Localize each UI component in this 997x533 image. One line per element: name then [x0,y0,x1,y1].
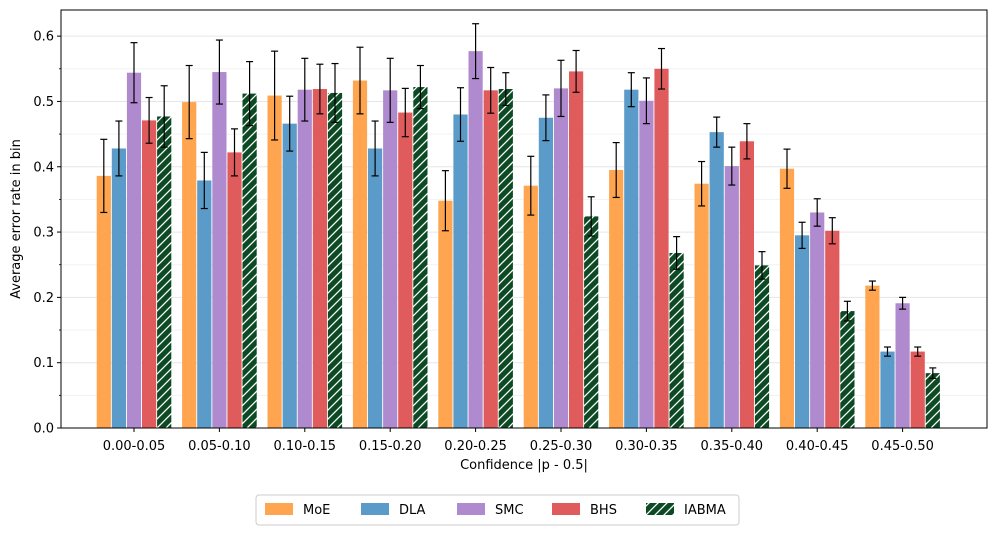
x-tick-label: 0.00-0.05 [103,439,166,454]
y-tick-label: 0.2 [33,291,54,306]
x-axis-label: Confidence |p - 0.5| [460,458,588,473]
y-tick-label: 0.1 [33,356,54,371]
bar-bhs [483,90,498,428]
legend-swatch-dla [361,503,389,515]
y-tick-label: 0.0 [33,422,54,437]
bar-bhs [739,141,754,428]
bar-dla [197,180,212,428]
bar-smc [639,100,654,429]
bar-moe [352,80,368,428]
y-tick-label: 0.4 [33,160,54,175]
bar-moe [267,95,282,428]
bar-iabma [242,93,257,428]
bar-moe [694,183,709,428]
bar-moe [96,175,111,428]
bars [96,51,940,429]
bar-bhs [312,89,327,428]
legend-swatch-bhs [552,503,580,515]
bar-bhs [654,68,669,428]
bar-dla [795,235,810,428]
bar-bhs [227,152,242,428]
bar-dla [453,114,468,428]
legend-frame [255,494,740,526]
bar-smc [212,72,227,428]
bar-moe [779,168,795,428]
x-axis: 0.00-0.05 0.05-0.10 0.10-0.15 0.15-0.20 0.20… [103,428,934,454]
error-bars [100,23,937,379]
y-tick-label: 0.6 [33,30,54,45]
bar-moe [609,170,624,428]
legend-label-iabma: IABMA [684,503,726,518]
legend-label-smc: SMC [495,503,524,518]
legend-swatch-iabma [646,503,674,515]
bar-dla [111,148,126,428]
bar-dla [709,132,724,428]
bar-smc [383,90,398,428]
legend-label-dla: DLA [399,503,426,518]
x-tick-label: 0.05-0.10 [188,439,251,454]
bar-smc [553,88,569,428]
bar-bhs [142,120,157,429]
bar-dla [282,123,297,429]
legend-swatch-smc [457,503,485,515]
bar-moe [438,200,453,428]
x-tick-label: 0.20-0.25 [444,439,507,454]
bar-bhs [910,351,925,428]
y-tick-label: 0.5 [33,95,54,110]
y-tick-label: 0.3 [33,226,54,241]
bar-smc [126,72,142,428]
bar-iabma [584,216,599,428]
bar-iabma [327,92,343,429]
legend-label-moe: MoE [303,503,330,518]
bar-moe [865,285,880,428]
bar-iabma [157,116,172,428]
x-tick-label: 0.10-0.15 [274,439,337,454]
bar-bhs [398,112,413,429]
bar-bhs [825,230,840,428]
bar-iabma [413,87,428,428]
bar-moe [182,102,197,428]
bar-dla [880,351,895,428]
bar-iabma [498,89,513,428]
bar-dla [368,148,383,428]
x-tick-label: 0.15-0.20 [359,439,422,454]
bar-dla [538,117,553,428]
bar-smc [810,212,825,428]
bar-bhs [569,71,584,429]
bar-smc [895,303,910,428]
bar-dla [624,89,639,429]
x-tick-label: 0.40-0.45 [786,439,849,454]
bar-smc [297,89,312,429]
bar-iabma [925,373,940,428]
legend-swatch-moe [265,503,293,515]
bar-smc [468,51,483,428]
bar-iabma [754,265,770,428]
legend-label-bhs: BHS [590,503,617,518]
bar-smc [724,166,739,429]
plot-frame [60,9,988,429]
x-tick-label: 0.25-0.30 [530,439,593,454]
x-tick-label: 0.45-0.50 [871,439,934,454]
bar-iabma [669,252,684,428]
y-axis-label: Average error rate in bin [9,139,24,299]
legend: MoE DLA SMC BHS IABMA [255,494,740,526]
bar-iabma [840,311,855,428]
bar-moe [523,185,538,428]
x-tick-label: 0.35-0.40 [701,439,764,454]
x-tick-label: 0.30-0.35 [615,439,678,454]
y-axis: 0.0 0.1 0.2 0.3 0.4 0.5 0.6 [33,30,61,437]
